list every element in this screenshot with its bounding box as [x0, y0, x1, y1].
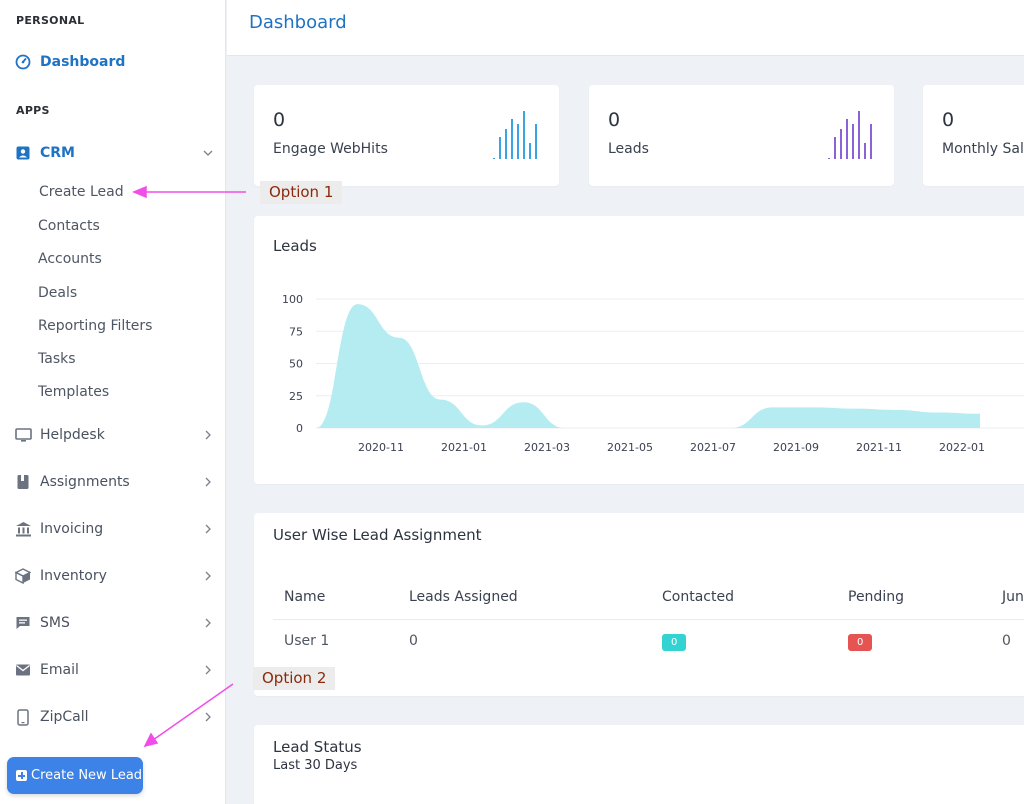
- section-label-personal: PERSONAL: [16, 14, 85, 27]
- create-new-lead-label: Create New Lead: [31, 768, 143, 783]
- page-title: Dashboard: [249, 12, 347, 33]
- chevron-right-icon: [202, 617, 214, 629]
- contacted-badge[interactable]: 0: [662, 634, 687, 651]
- stat-card-engage-webhits[interactable]: 0 Engage WebHits: [254, 85, 559, 186]
- phone-icon: [14, 708, 32, 726]
- sidebar-item-invoicing[interactable]: Invoicing: [0, 511, 226, 547]
- y-tick-label: 75: [289, 325, 303, 338]
- column-header-pending[interactable]: Pending: [848, 589, 904, 605]
- annotation-option-2: Option 2: [253, 667, 336, 690]
- column-header-name[interactable]: Name: [284, 589, 326, 605]
- sidebar-item-label: Dashboard: [40, 54, 126, 70]
- x-tick-label: 2021-01: [441, 441, 487, 454]
- chevron-right-icon: [202, 664, 214, 676]
- cell-leads-assigned: 0: [409, 633, 418, 649]
- sparkline-leads: [828, 111, 872, 159]
- x-tick-label: 2021-05: [607, 441, 653, 454]
- sidebar-item-assignments[interactable]: Assignments: [0, 464, 226, 500]
- sidebar-subitem-contacts[interactable]: Contacts: [38, 218, 100, 234]
- annotation-option-1: Option 1: [260, 181, 343, 204]
- cell-name: User 1: [284, 633, 330, 649]
- create-new-lead-button[interactable]: Create New Lead: [7, 757, 143, 794]
- sidebar-item-sms[interactable]: SMS: [0, 605, 226, 641]
- leads-area-series: [316, 304, 980, 428]
- bank-icon: [14, 520, 32, 538]
- column-header-leads-assigned[interactable]: Leads Assigned: [409, 589, 518, 605]
- sidebar-item-dashboard[interactable]: Dashboard: [0, 44, 226, 80]
- chart-title: Leads: [273, 237, 317, 255]
- sidebar-item-inventory[interactable]: Inventory: [0, 558, 226, 594]
- pending-badge[interactable]: 0: [848, 634, 873, 651]
- chevron-right-icon: [202, 429, 214, 441]
- row-divider: [273, 619, 1024, 620]
- sidebar-item-label: SMS: [40, 615, 70, 631]
- lead-status-card: Lead Status Last 30 Days: [254, 725, 1024, 804]
- leads-area-chart: 100 75 50 25 0 2020-11 2021-01 2021-03 2021-05 20…: [282, 293, 1024, 454]
- gauge-icon: [14, 53, 32, 71]
- sidebar: PERSONAL Dashboard APPS CRM Create Lead …: [0, 0, 226, 804]
- stat-card-leads[interactable]: 0 Leads: [589, 85, 894, 186]
- monitor-icon: [14, 426, 32, 444]
- box-icon: [14, 567, 32, 585]
- stat-value: 0: [942, 109, 955, 131]
- chevron-right-icon: [202, 523, 214, 535]
- sidebar-item-label: Email: [40, 662, 79, 678]
- sidebar-item-label: Invoicing: [40, 521, 104, 537]
- x-tick-label: 2021-11: [856, 441, 902, 454]
- y-tick-label: 25: [289, 390, 303, 403]
- sidebar-item-label: Assignments: [40, 474, 130, 490]
- stat-label: Monthly Sales: [942, 141, 1024, 157]
- sidebar-subitem-templates[interactable]: Templates: [38, 384, 110, 400]
- top-bar: Dashboard: [227, 0, 1024, 56]
- user-lead-assignment-card: User Wise Lead Assignment Name Leads Ass…: [254, 513, 1024, 696]
- sidebar-subitem-reporting-filters[interactable]: Reporting Filters: [38, 318, 153, 334]
- chevron-right-icon: [202, 476, 214, 488]
- sidebar-subitem-deals[interactable]: Deals: [38, 285, 78, 301]
- contact-card-icon: [14, 144, 32, 162]
- y-tick-label: 100: [282, 293, 303, 306]
- sidebar-item-label: ZipCall: [40, 709, 89, 725]
- sidebar-item-label: Inventory: [40, 568, 107, 584]
- leads-chart-card: Leads 100 75 50 25 0 2020-11 2021-01 2021-03 202…: [254, 216, 1024, 484]
- cell-jun: 0: [1002, 633, 1011, 649]
- sidebar-subitem-accounts[interactable]: Accounts: [38, 251, 102, 267]
- x-tick-label: 2021-07: [690, 441, 736, 454]
- column-header-jun[interactable]: Jun: [1002, 589, 1024, 605]
- sidebar-item-zipcall[interactable]: ZipCall: [0, 699, 226, 735]
- sidebar-subitem-create-lead[interactable]: Create Lead: [39, 184, 124, 200]
- card-title: Lead Status: [273, 738, 362, 756]
- y-tick-label: 0: [296, 422, 303, 435]
- chat-icon: [14, 614, 32, 632]
- sparkline-webhits: [493, 111, 537, 159]
- sidebar-item-email[interactable]: Email: [0, 652, 226, 688]
- column-header-contacted[interactable]: Contacted: [662, 589, 734, 605]
- card-subtitle: Last 30 Days: [273, 758, 358, 773]
- sidebar-item-label: CRM: [40, 145, 75, 161]
- section-label-apps: APPS: [16, 104, 50, 117]
- sidebar-item-crm[interactable]: CRM: [0, 135, 226, 171]
- stat-value: 0: [608, 109, 621, 131]
- stat-label: Engage WebHits: [273, 141, 388, 157]
- sidebar-subitem-tasks[interactable]: Tasks: [38, 351, 76, 367]
- chevron-down-icon: [202, 147, 214, 159]
- sidebar-item-label: Helpdesk: [40, 427, 105, 443]
- x-tick-label: 2021-03: [524, 441, 570, 454]
- stat-value: 0: [273, 109, 286, 131]
- chevron-right-icon: [202, 711, 214, 723]
- x-tick-label: 2021-09: [773, 441, 819, 454]
- mail-icon: [14, 661, 32, 679]
- x-tick-label: 2020-11: [358, 441, 404, 454]
- chevron-right-icon: [202, 570, 214, 582]
- book-icon: [14, 473, 32, 491]
- plus-square-icon: [16, 770, 27, 781]
- card-title: User Wise Lead Assignment: [273, 526, 482, 544]
- y-tick-label: 50: [289, 358, 303, 371]
- x-tick-label: 2022-01: [939, 441, 985, 454]
- stat-label: Leads: [608, 141, 649, 157]
- sidebar-item-helpdesk[interactable]: Helpdesk: [0, 417, 226, 453]
- stat-card-monthly-sales[interactable]: 0 Monthly Sales: [923, 85, 1024, 186]
